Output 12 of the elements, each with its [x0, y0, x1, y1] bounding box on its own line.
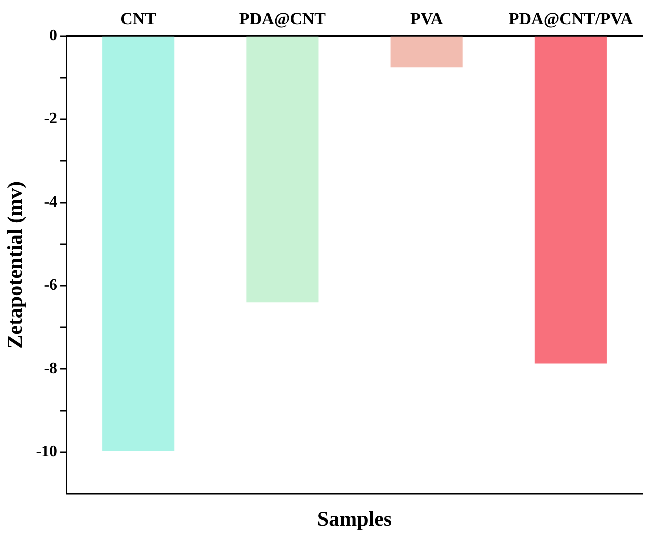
x-tick-label: CNT	[120, 10, 158, 29]
y-axis-title: Zetapotential (mv)	[3, 182, 28, 349]
y-tick-label: -10	[36, 444, 58, 461]
y-tick-label: -2	[44, 110, 58, 128]
y-tick-label: -8	[44, 360, 58, 378]
y-tick-label: -6	[44, 277, 58, 294]
y-tick-label: -4	[44, 194, 58, 211]
x-tick-label: PDA@CNT	[239, 10, 327, 29]
x-tick-label: PDA@CNT/PVA	[508, 10, 634, 29]
x-axis-title: Samples	[317, 507, 392, 531]
y-tick-label: 0	[50, 28, 58, 45]
x-tick-label: PVA	[410, 10, 444, 29]
